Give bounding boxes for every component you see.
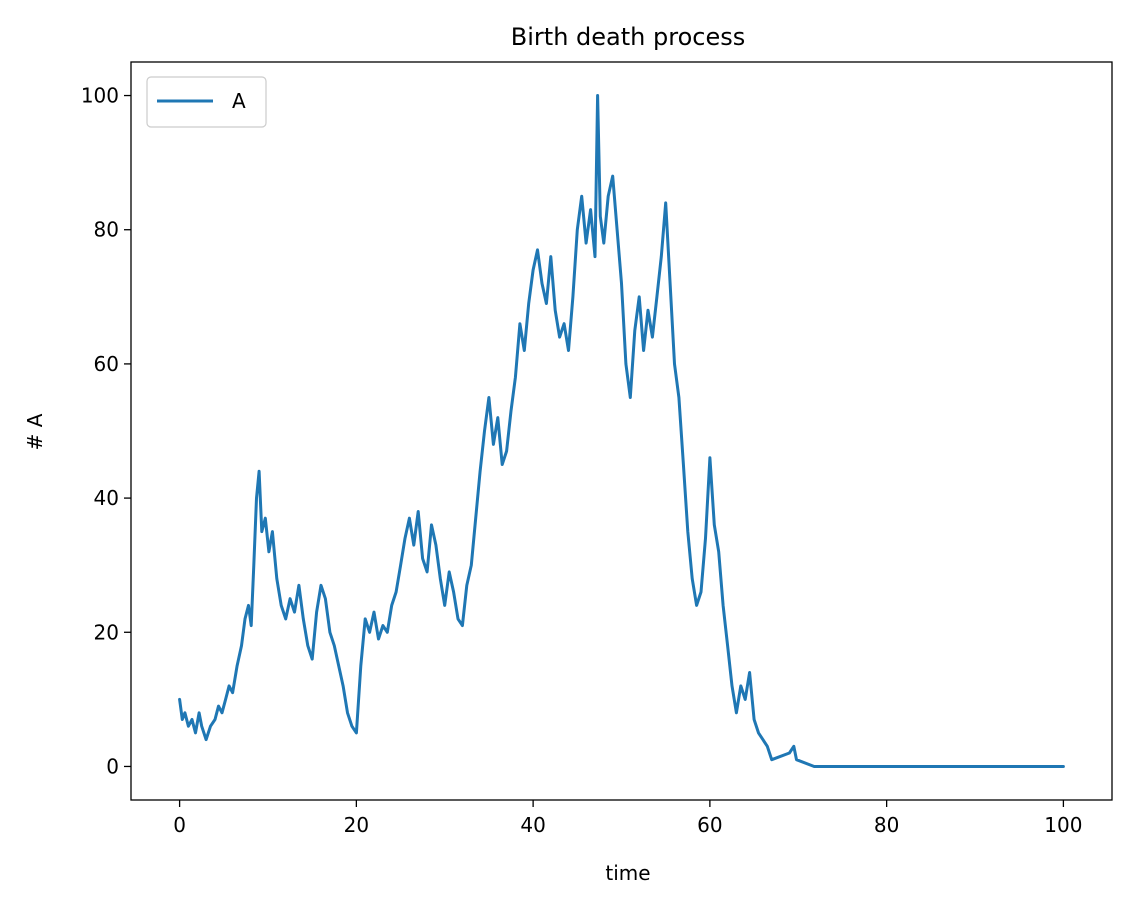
legend: A — [146, 76, 267, 128]
x-axis-label: time — [605, 861, 650, 885]
y-tick-label: 80 — [94, 218, 119, 242]
x-tick-label: 40 — [520, 813, 545, 837]
series-layer — [178, 94, 1065, 768]
x-tick-label: 0 — [173, 813, 186, 837]
series-line-a — [178, 94, 1065, 768]
y-tick-label: 40 — [94, 486, 119, 510]
y-tick-label: 60 — [94, 352, 119, 376]
x-tick-label: 20 — [344, 813, 369, 837]
x-tick-label: 100 — [1044, 813, 1082, 837]
y-tick-label: 100 — [81, 84, 119, 108]
x-tick-label: 60 — [697, 813, 722, 837]
legend-label-a: A — [232, 89, 246, 113]
y-axis-label: # A — [23, 413, 47, 450]
x-axis-ticks: 0 20 40 60 80 100 — [173, 800, 1082, 837]
chart-title: Birth death process — [511, 23, 745, 51]
x-tick-label: 80 — [874, 813, 899, 837]
plot-frame — [130, 61, 1113, 801]
y-axis-ticks: 0 20 40 60 80 100 — [81, 84, 131, 778]
y-tick-label: 0 — [106, 754, 119, 778]
y-tick-label: 20 — [94, 620, 119, 644]
